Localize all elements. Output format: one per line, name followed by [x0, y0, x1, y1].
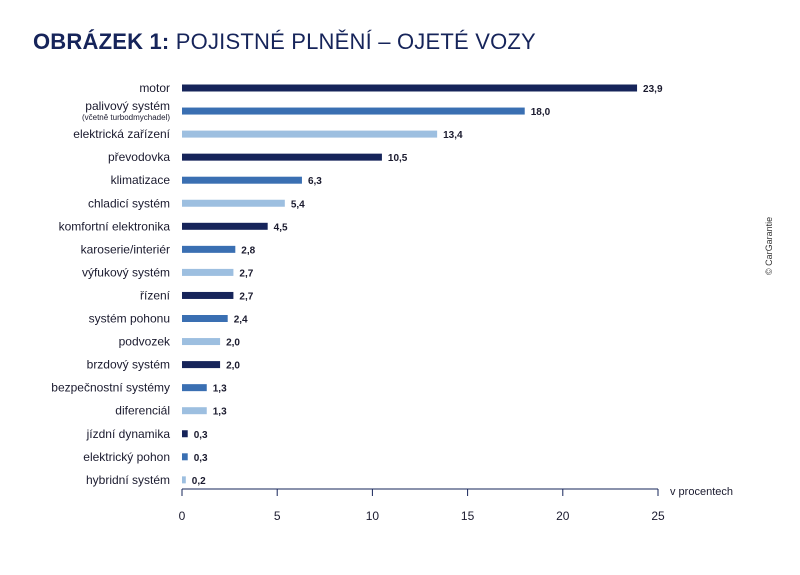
bar	[182, 268, 234, 276]
bar	[182, 338, 221, 346]
value-label: 13,4	[443, 130, 463, 141]
category-label: elektrický pohon	[83, 450, 170, 464]
bar	[182, 407, 207, 415]
bar-group: elektrická zařízení 13,4	[73, 127, 463, 141]
value-label: 2,7	[239, 268, 253, 279]
value-label: 1,3	[213, 384, 227, 395]
category-label: diferenciál	[115, 404, 170, 418]
value-label: 5,4	[291, 199, 305, 210]
bar	[182, 153, 382, 161]
category-label: výfukový systém	[82, 265, 170, 279]
bar	[182, 84, 638, 92]
category-label: bezpečnostní systémy	[51, 381, 170, 395]
x-tick-label: 5	[274, 509, 281, 523]
bar-group: výfukový systém 2,7	[82, 265, 254, 279]
value-label: 2,0	[226, 338, 240, 349]
bar	[182, 130, 438, 138]
category-label: systém pohonu	[89, 312, 170, 326]
bar	[182, 245, 236, 253]
x-tick-label: 10	[366, 509, 380, 523]
bar-group: podvozek 2,0	[119, 335, 241, 349]
bar	[182, 176, 302, 184]
bar	[182, 291, 234, 299]
x-tick-label: 15	[461, 509, 475, 523]
bar-group: převodovka 10,5	[108, 150, 408, 164]
value-label: 0,3	[194, 453, 208, 464]
x-tick-label: 0	[179, 509, 186, 523]
bar	[182, 199, 285, 207]
bar-group: elektrický pohon 0,3	[83, 450, 208, 464]
category-label: palivový systém	[85, 99, 170, 113]
bar-group: komfortní elektronika 4,5	[59, 219, 288, 233]
category-label: hybridní systém	[86, 473, 170, 487]
copyright-note: © CarGarantie	[764, 216, 774, 275]
value-label: 23,9	[643, 84, 663, 95]
category-label: brzdový systém	[87, 358, 170, 372]
category-label: klimatizace	[111, 173, 171, 187]
bar	[182, 384, 207, 392]
chart-title-prefix: OBRÁZEK 1:	[33, 29, 170, 54]
chart-title: OBRÁZEK 1: POJISTNÉ PLNĚNÍ – OJETÉ VOZY	[33, 28, 536, 56]
value-label: 18,0	[531, 107, 551, 118]
x-tick-label: 25	[651, 509, 665, 523]
chart-title-main: POJISTNÉ PLNĚNÍ – OJETÉ VOZY	[175, 29, 536, 54]
value-label: 1,3	[213, 407, 227, 418]
category-label: převodovka	[108, 150, 170, 164]
category-label: podvozek	[119, 335, 171, 349]
bar-group: jízdní dynamika 0,3	[86, 427, 208, 441]
category-label: jízdní dynamika	[86, 427, 171, 441]
value-label: 0,3	[194, 430, 208, 441]
bar	[182, 315, 228, 322]
value-label: 2,7	[239, 291, 253, 302]
value-label: 2,4	[234, 315, 248, 326]
category-label: elektrická zařízení	[73, 127, 170, 141]
bar-group: systém pohonu 2,4	[89, 312, 248, 326]
value-label: 10,5	[388, 153, 408, 164]
bar	[182, 453, 188, 461]
category-label: motor	[139, 81, 170, 95]
value-label: 6,3	[308, 176, 322, 187]
x-tick-label: 20	[556, 509, 570, 523]
category-label: chladicí systém	[88, 196, 170, 210]
bar-group: hybridní systém 0,2	[86, 473, 206, 487]
category-label: komfortní elektronika	[59, 219, 171, 233]
value-label: 4,5	[274, 222, 288, 233]
bar-group: řízení 2,7	[140, 288, 254, 302]
bar-group: palivový systém(včetně turbodmychadel) 18…	[82, 99, 551, 122]
bar	[182, 222, 268, 230]
value-label: 2,8	[241, 245, 255, 256]
x-axis-label: v procentech	[670, 486, 733, 498]
bar	[182, 361, 221, 369]
bar-group: motor 23,9	[139, 81, 663, 95]
category-sublabel: (včetně turbodmychadel)	[82, 113, 170, 122]
bar-group: diferenciál 1,3	[115, 404, 227, 418]
bar	[182, 107, 525, 115]
bar	[182, 430, 188, 438]
bar-group: brzdový systém 2,0	[87, 358, 241, 372]
bar-group: klimatizace 6,3	[111, 173, 323, 187]
value-label: 2,0	[226, 361, 240, 372]
bar-group: chladicí systém 5,4	[88, 196, 305, 210]
value-label: 0,2	[192, 476, 206, 487]
category-label: řízení	[140, 288, 171, 302]
bar-group: karoserie/interiér 2,8	[81, 242, 256, 256]
bar-group: bezpečnostní systémy 1,3	[51, 381, 227, 395]
bar	[182, 476, 186, 484]
category-label: karoserie/interiér	[81, 242, 170, 256]
